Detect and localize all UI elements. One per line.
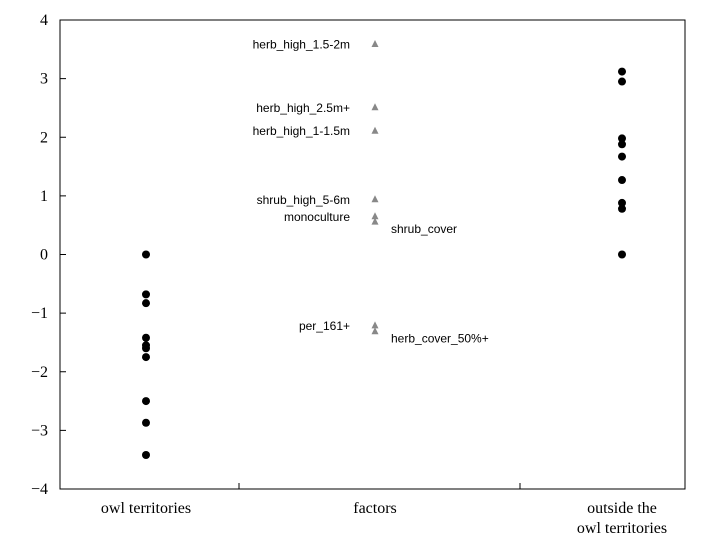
y-tick-label: 1 (40, 188, 48, 205)
x-axis-categories: owl territories factors outside the owl ter… (101, 483, 667, 537)
data-point (618, 77, 626, 86)
factor-label: herb_cover_50%+ (391, 332, 489, 346)
y-tick-label: −2 (31, 364, 48, 381)
data-point (142, 450, 150, 459)
factor-marker (371, 39, 379, 47)
data-point (618, 204, 626, 213)
factor-marker (371, 126, 379, 134)
factor-marker (371, 217, 379, 225)
factor-label: monoculture (284, 210, 350, 224)
factor-marker (371, 321, 379, 329)
x-category-label: factors (353, 500, 397, 517)
y-tick-label: 3 (40, 71, 48, 88)
factor-label: shrub_cover (391, 222, 457, 236)
data-point (142, 353, 150, 362)
factor-marker (371, 212, 379, 220)
factor-label: herb_high_1.5-2m (253, 37, 350, 51)
data-point (142, 299, 150, 308)
data-point (618, 134, 626, 143)
y-tick-label: 4 (40, 12, 48, 29)
data-point (142, 290, 150, 299)
y-tick-label: −4 (31, 481, 48, 498)
data-point (142, 333, 150, 342)
y-axis-ticks: −4 −3 −2 −1 0 1 2 3 4 (31, 12, 66, 498)
x-category-label: owl territories (101, 500, 191, 517)
data-point (618, 67, 626, 76)
data-point (618, 152, 626, 161)
data-point (618, 140, 626, 149)
data-points (142, 67, 626, 459)
y-tick-label: −3 (31, 422, 48, 439)
y-tick-label: −1 (31, 305, 48, 322)
factor-marker (371, 103, 379, 111)
data-point (142, 397, 150, 406)
plot-frame (59, 19, 686, 490)
y-tick-label: 2 (40, 129, 48, 146)
factor-marker (371, 327, 379, 335)
data-point (142, 250, 150, 259)
data-point (618, 198, 626, 207)
factor-label: per_161+ (299, 319, 350, 333)
factor-label: shrub_high_5-6m (257, 193, 350, 207)
axes (59, 19, 686, 490)
factor-label: herb_high_1-1.5m (253, 124, 350, 138)
data-point (142, 344, 150, 353)
data-point (618, 176, 626, 185)
x-category-label: outside the (587, 500, 657, 517)
data-point (142, 418, 150, 427)
y-tick-label: 0 (40, 247, 48, 264)
factor-label: herb_high_2.5m+ (256, 101, 350, 115)
factor-markers: herb_high_1.5-2m herb_high_2.5m+ herb_high… (253, 37, 489, 345)
factor-marker (371, 195, 379, 203)
data-point (618, 250, 626, 259)
x-category-label: owl territories (577, 520, 667, 537)
